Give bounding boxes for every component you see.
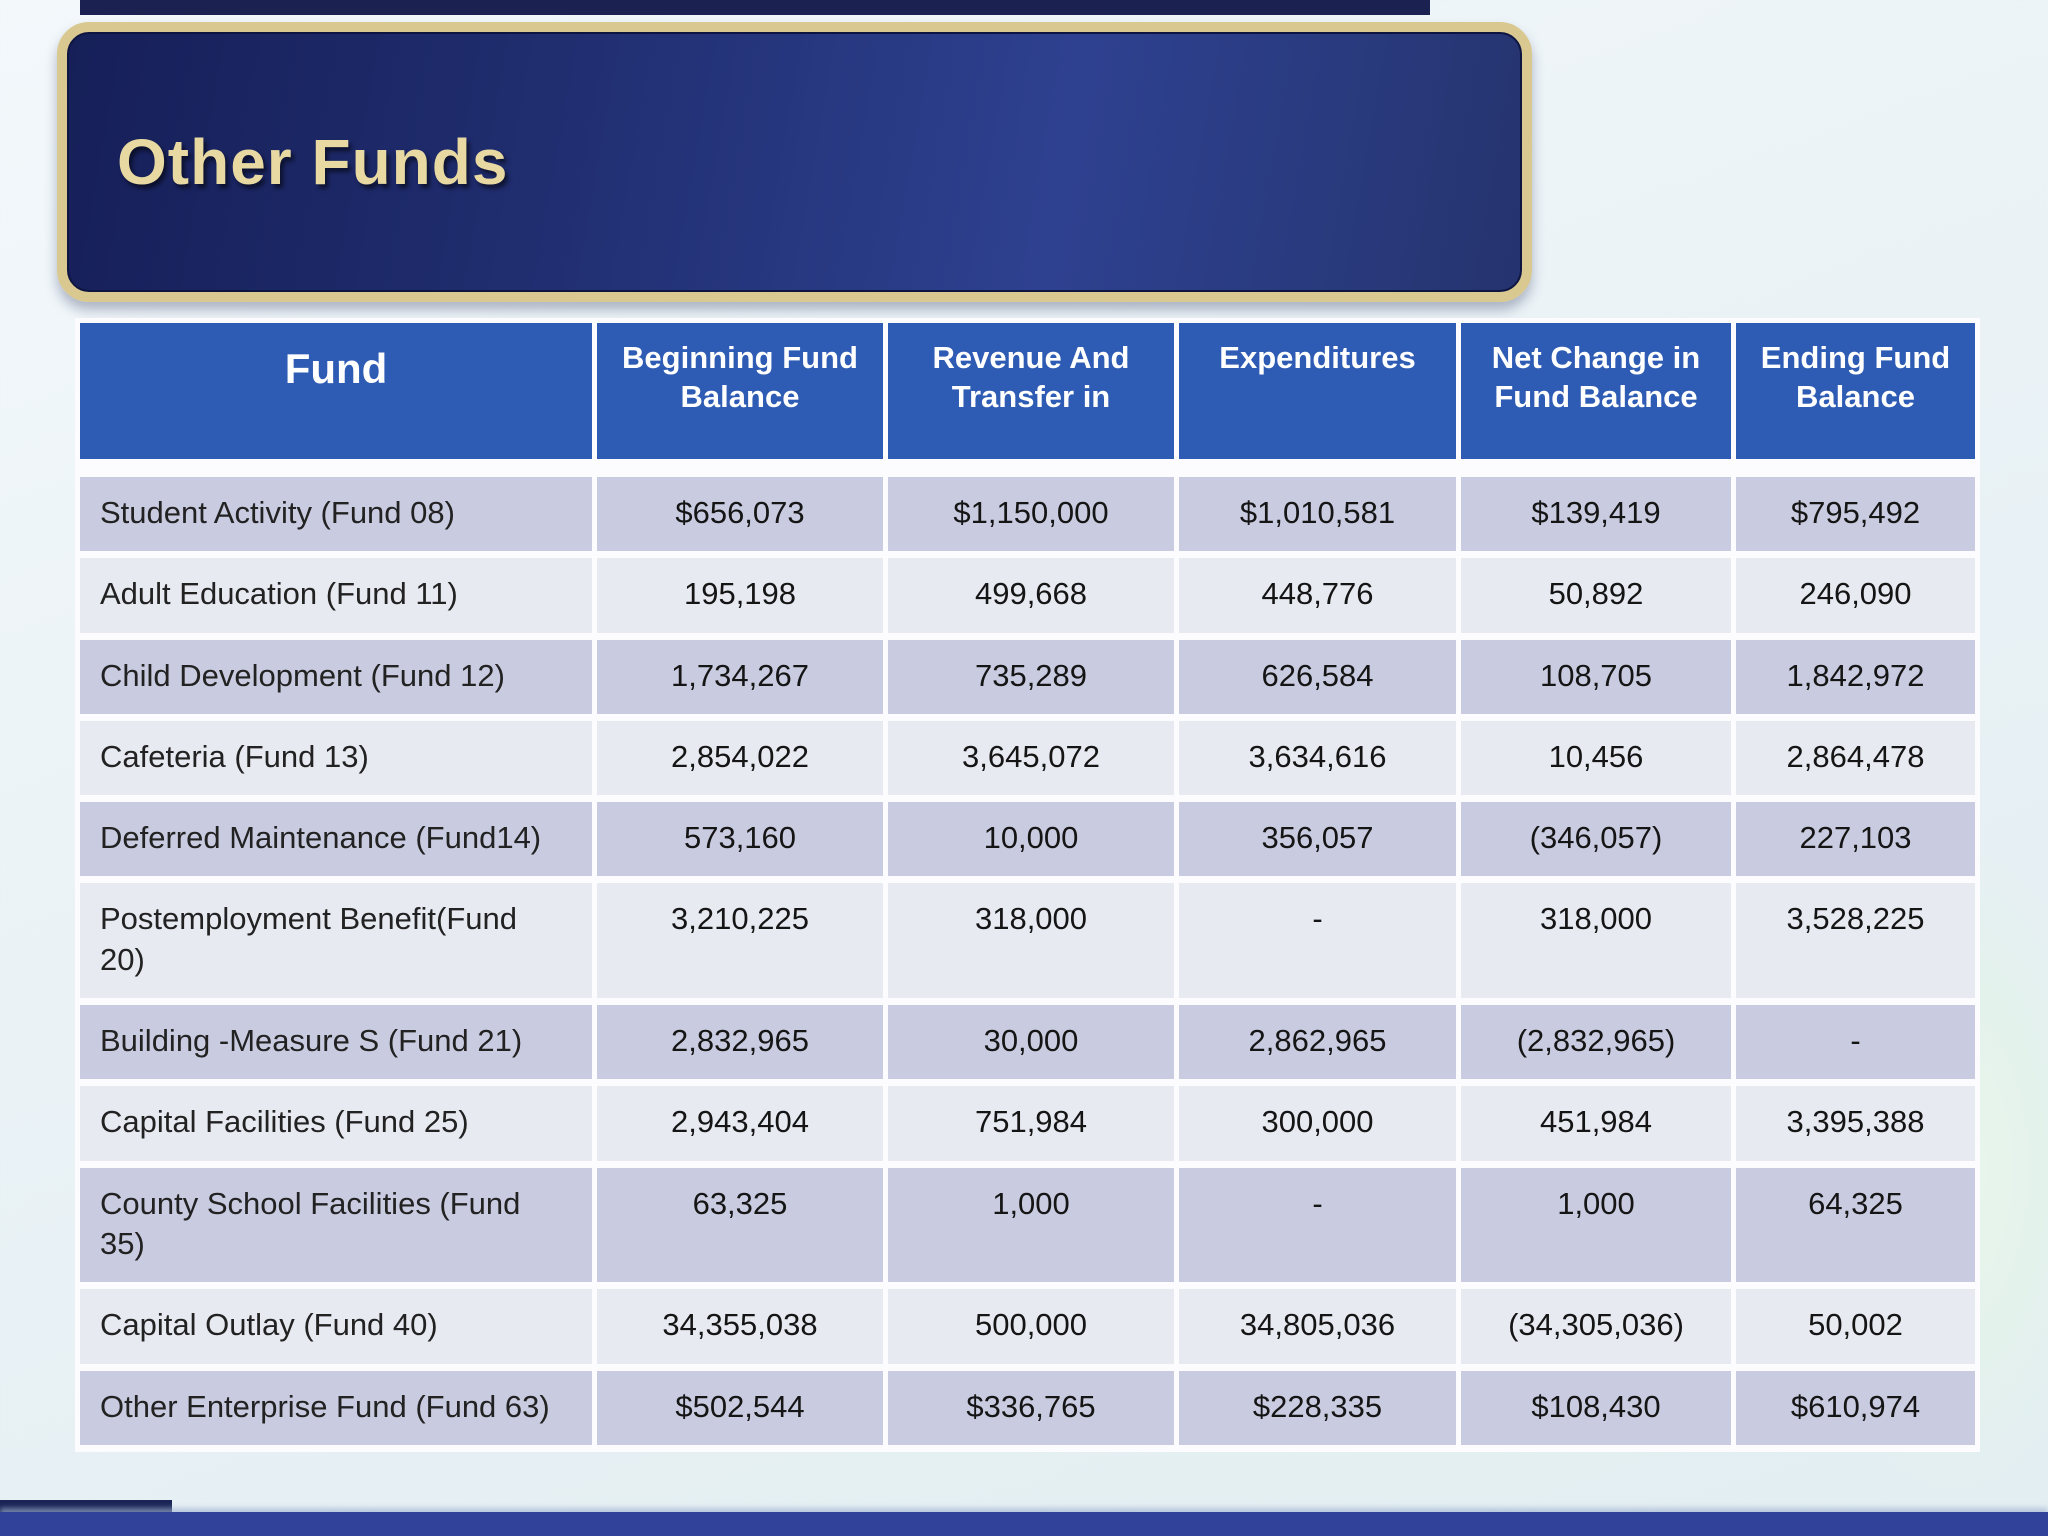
bottom-bar xyxy=(0,1512,2048,1536)
fund-name-cell: Capital Outlay (Fund 40) xyxy=(75,1282,597,1371)
value-cell: $139,419 xyxy=(1456,464,1736,559)
value-cell: 318,000 xyxy=(1456,876,1736,1006)
value-cell: $1,150,000 xyxy=(883,464,1179,559)
value-cell: 30,000 xyxy=(883,998,1179,1087)
value-cell: 3,210,225 xyxy=(592,876,888,1006)
column-header-3: Expenditures xyxy=(1174,318,1461,477)
value-cell: 34,805,036 xyxy=(1174,1282,1461,1371)
table-header-row: Fund Beginning Fund Balance Revenue And Tr… xyxy=(75,318,1980,477)
value-cell: 195,198 xyxy=(592,551,888,640)
value-cell: 64,325 xyxy=(1731,1160,1980,1290)
table-row: Adult Education (Fund 11) 195,198 499,668 4… xyxy=(75,551,1980,640)
value-cell: (346,057) xyxy=(1456,795,1736,884)
value-cell: 1,000 xyxy=(1456,1160,1736,1290)
table-row: Cafeteria (Fund 13) 2,854,022 3,645,072 3,6… xyxy=(75,713,1980,803)
value-cell: $108,430 xyxy=(1456,1363,1736,1452)
value-cell: 108,705 xyxy=(1456,632,1736,721)
fund-name-cell: Cafeteria (Fund 13) xyxy=(75,713,597,803)
value-cell: 626,584 xyxy=(1174,632,1461,721)
fund-name-cell: Student Activity (Fund 08) xyxy=(75,464,597,559)
value-cell: 2,862,965 xyxy=(1174,998,1461,1087)
fund-name-cell: Other Enterprise Fund (Fund 63) xyxy=(75,1363,597,1452)
fund-name-cell: Postemployment Benefit(Fund 20) xyxy=(75,876,597,1006)
value-cell: $502,544 xyxy=(592,1363,888,1452)
value-cell: 1,734,267 xyxy=(592,632,888,721)
value-cell: $795,492 xyxy=(1731,464,1980,559)
fund-name-cell: Capital Facilities (Fund 25) xyxy=(75,1079,597,1168)
slide-title: Other Funds xyxy=(117,126,509,198)
table-body: Student Activity (Fund 08) $656,073 $1,150… xyxy=(75,464,1980,1452)
value-cell: 3,634,616 xyxy=(1174,713,1461,803)
table-row: Capital Outlay (Fund 40) 34,355,038 500,00… xyxy=(75,1282,1980,1371)
column-header-fund: Fund xyxy=(75,318,597,477)
value-cell: $336,765 xyxy=(883,1363,1179,1452)
value-cell: (34,305,036) xyxy=(1456,1282,1736,1371)
value-cell: 318,000 xyxy=(883,876,1179,1006)
value-cell: 499,668 xyxy=(883,551,1179,640)
fund-name-cell: County School Facilities (Fund 35) xyxy=(75,1160,597,1290)
column-header-2: Revenue And Transfer in xyxy=(883,318,1179,477)
value-cell: 451,984 xyxy=(1456,1079,1736,1168)
table-row: County School Facilities (Fund 35) 63,325… xyxy=(75,1160,1980,1290)
value-cell: 573,160 xyxy=(592,795,888,884)
title-banner: Other Funds xyxy=(57,22,1532,302)
table-row: Building -Measure S (Fund 21) 2,832,965 30… xyxy=(75,998,1980,1087)
column-header-1: Beginning Fund Balance xyxy=(592,318,888,477)
value-cell: - xyxy=(1731,998,1980,1087)
value-cell: 246,090 xyxy=(1731,551,1980,640)
value-cell: 63,325 xyxy=(592,1160,888,1290)
value-cell: 227,103 xyxy=(1731,795,1980,884)
value-cell: 300,000 xyxy=(1174,1079,1461,1168)
value-cell: 1,000 xyxy=(883,1160,1179,1290)
value-cell: 34,355,038 xyxy=(592,1282,888,1371)
top-navy-strip xyxy=(80,0,1430,15)
value-cell: - xyxy=(1174,1160,1461,1290)
value-cell: 2,864,478 xyxy=(1731,713,1980,803)
fund-name-cell: Child Development (Fund 12) xyxy=(75,632,597,721)
value-cell: 735,289 xyxy=(883,632,1179,721)
funds-table: Fund Beginning Fund Balance Revenue And Tr… xyxy=(75,318,1980,1452)
column-header-4: Net Change in Fund Balance xyxy=(1456,318,1736,477)
value-cell: $1,010,581 xyxy=(1174,464,1461,559)
column-header-5: Ending Fund Balance xyxy=(1731,318,1980,477)
value-cell: - xyxy=(1174,876,1461,1006)
fund-name-cell: Building -Measure S (Fund 21) xyxy=(75,998,597,1087)
fund-name-cell: Adult Education (Fund 11) xyxy=(75,551,597,640)
value-cell: 2,854,022 xyxy=(592,713,888,803)
fund-name-cell: Deferred Maintenance (Fund14) xyxy=(75,795,597,884)
value-cell: 3,395,388 xyxy=(1731,1079,1980,1168)
value-cell: 50,892 xyxy=(1456,551,1736,640)
value-cell: 10,000 xyxy=(883,795,1179,884)
table-row: Other Enterprise Fund (Fund 63) $502,544 $… xyxy=(75,1363,1980,1452)
value-cell: 1,842,972 xyxy=(1731,632,1980,721)
value-cell: 448,776 xyxy=(1174,551,1461,640)
value-cell: 2,832,965 xyxy=(592,998,888,1087)
value-cell: 500,000 xyxy=(883,1282,1179,1371)
value-cell: $656,073 xyxy=(592,464,888,559)
value-cell: 50,002 xyxy=(1731,1282,1980,1371)
value-cell: $228,335 xyxy=(1174,1363,1461,1452)
value-cell: 3,645,072 xyxy=(883,713,1179,803)
value-cell: 3,528,225 xyxy=(1731,876,1980,1006)
value-cell: $610,974 xyxy=(1731,1363,1980,1452)
table-row: Child Development (Fund 12) 1,734,267 735,… xyxy=(75,632,1980,721)
table-row: Postemployment Benefit(Fund 20) 3,210,225… xyxy=(75,876,1980,1006)
value-cell: 2,943,404 xyxy=(592,1079,888,1168)
table-row: Capital Facilities (Fund 25) 2,943,404 751… xyxy=(75,1079,1980,1168)
table-row: Deferred Maintenance (Fund14) 573,160 10,0… xyxy=(75,795,1980,884)
value-cell: (2,832,965) xyxy=(1456,998,1736,1087)
table-row: Student Activity (Fund 08) $656,073 $1,150… xyxy=(75,464,1980,559)
value-cell: 751,984 xyxy=(883,1079,1179,1168)
value-cell: 10,456 xyxy=(1456,713,1736,803)
value-cell: 356,057 xyxy=(1174,795,1461,884)
